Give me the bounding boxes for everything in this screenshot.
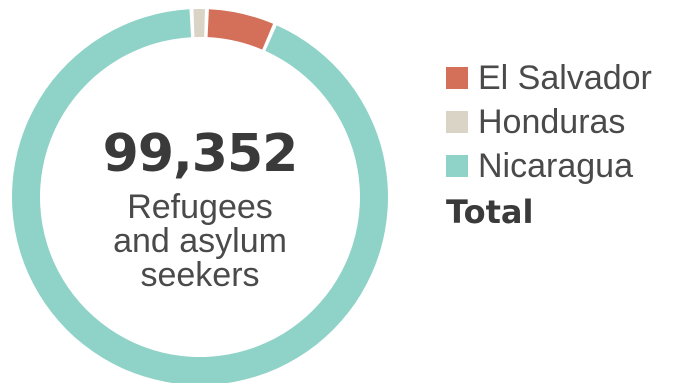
legend-swatch — [446, 67, 468, 89]
center-caption-line: Refugees — [127, 188, 273, 226]
donut-chart — [12, 9, 388, 383]
legend-item-honduras[interactable]: Honduras — [446, 100, 652, 144]
legend-total[interactable]: Total — [446, 193, 534, 231]
legend: El Salvador Honduras Nicaragua Total — [446, 56, 652, 234]
legend-label: Nicaragua — [478, 146, 633, 185]
center-caption-line: seekers — [140, 256, 260, 294]
center-total-value: 99,352 — [102, 124, 299, 184]
center-caption-line: and asylum — [113, 222, 287, 260]
center-caption: Refugees and asylum seekers — [0, 190, 400, 292]
legend-label: Honduras — [478, 102, 626, 141]
legend-item-nicaragua[interactable]: Nicaragua — [446, 144, 652, 188]
legend-swatch — [446, 155, 468, 177]
legend-swatch — [446, 111, 468, 133]
slice-el-salvador[interactable] — [207, 9, 274, 50]
legend-item-el-salvador[interactable]: El Salvador — [446, 56, 652, 100]
slice-honduras[interactable] — [193, 9, 205, 38]
legend-label: El Salvador — [478, 58, 652, 97]
